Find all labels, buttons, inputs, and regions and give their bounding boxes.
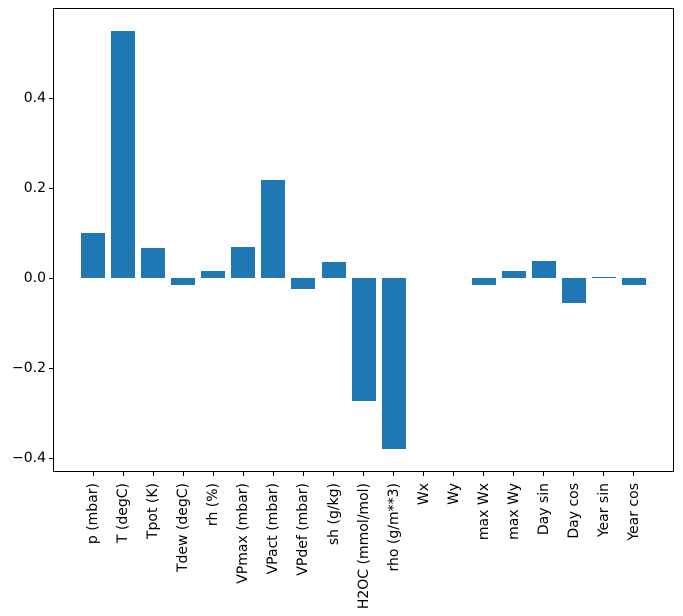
x-tick-mark	[363, 472, 364, 476]
y-tick-label: 0.2	[23, 180, 46, 196]
bar-h2oc-mmol-mol	[351, 278, 376, 402]
x-tick-mark	[573, 472, 575, 476]
y-tick-mark	[49, 457, 53, 459]
x-tick-label: Wx	[415, 479, 432, 614]
x-tick-label: T (degC)	[115, 479, 132, 614]
bar-max-wx	[471, 278, 496, 286]
x-tick-label: Wy	[445, 479, 462, 614]
bar-vpdef-mbar	[291, 278, 316, 289]
x-tick-mark	[603, 472, 605, 476]
x-tick-label-text: Day cos	[565, 483, 582, 539]
x-tick-mark	[543, 472, 545, 476]
bar-day-cos	[561, 278, 586, 303]
bar-rho-g-m-3	[381, 278, 406, 449]
y-tick-mark	[49, 277, 53, 279]
x-tick-label: VPdef (mbar)	[295, 479, 312, 614]
x-tick-label-text: VPdef (mbar)	[295, 483, 312, 576]
x-tick-label-text: rh (%)	[205, 483, 222, 527]
x-tick-mark	[453, 472, 455, 476]
x-tick-mark	[92, 472, 94, 476]
bar-vpmax-mbar	[231, 247, 256, 278]
x-tick-mark	[483, 472, 485, 476]
bar-max-wy	[501, 270, 526, 278]
x-tick-label-text: VPact (mbar)	[265, 483, 282, 575]
x-tick-label-text: Wx	[415, 483, 432, 506]
x-tick-label-text: Tpot (K)	[145, 483, 162, 540]
bar-rh	[201, 271, 226, 279]
x-tick-mark	[513, 472, 515, 476]
x-tick-label-text: T (degC)	[115, 483, 132, 544]
y-tick-mark	[49, 187, 53, 189]
y-tick-mark	[49, 367, 53, 369]
plot-area	[53, 8, 674, 472]
x-tick-label: Tpot (K)	[145, 479, 162, 614]
x-tick-mark	[423, 472, 425, 476]
bar-year-sin	[591, 276, 616, 279]
x-tick-label-text: Wy	[445, 483, 462, 505]
x-tick-label: VPact (mbar)	[265, 479, 282, 614]
bar-tpot-k	[141, 248, 166, 278]
x-tick-label: Day sin	[535, 479, 552, 614]
x-tick-mark	[182, 472, 184, 476]
x-tick-label: Day cos	[565, 479, 582, 614]
x-tick-mark	[302, 472, 304, 476]
y-tick-label: 0.0	[23, 270, 46, 286]
x-tick-mark	[122, 472, 124, 476]
bar-t-degc	[111, 31, 136, 278]
x-tick-label: VPmax (mbar)	[235, 479, 252, 614]
x-tick-mark	[212, 472, 214, 476]
y-tick-label: −0.4	[12, 450, 46, 466]
x-tick-label-text: max Wx	[475, 483, 492, 541]
x-tick-label: Tdew (degC)	[175, 479, 192, 614]
x-tick-mark	[272, 472, 274, 476]
x-tick-label-text: VPmax (mbar)	[235, 483, 252, 584]
bar-vpact-mbar	[261, 179, 286, 279]
x-tick-label: Year cos	[625, 479, 642, 614]
x-tick-label-text: H2OC (mmol/mol)	[355, 483, 372, 610]
x-tick-label: rh (%)	[205, 479, 222, 614]
x-tick-label: rho (g/m**3)	[385, 479, 402, 614]
x-tick-label-text: Year sin	[595, 483, 612, 538]
y-tick-label: −0.2	[12, 360, 46, 376]
x-tick-mark	[633, 472, 635, 476]
x-tick-label-text: Year cos	[625, 483, 642, 541]
x-tick-label-text: Day sin	[535, 483, 552, 536]
x-tick-label: sh (g/kg)	[325, 479, 342, 614]
x-tick-mark	[333, 472, 334, 476]
x-tick-mark	[242, 472, 244, 476]
bar-tdew-degc	[171, 278, 196, 286]
x-tick-label-text: p (mbar)	[85, 483, 102, 545]
x-tick-label: H2OC (mmol/mol)	[355, 479, 372, 614]
y-tick-label: 0.4	[23, 90, 46, 106]
bar-p-mbar	[81, 233, 106, 278]
bar-sh-g-kg	[321, 261, 346, 278]
x-tick-label: max Wx	[475, 479, 492, 614]
x-tick-label: max Wy	[505, 479, 522, 614]
bar-year-cos	[621, 278, 646, 286]
y-tick-mark	[49, 97, 53, 99]
x-tick-label-text: sh (g/kg)	[325, 483, 342, 546]
x-tick-mark	[393, 472, 394, 476]
x-tick-label-text: max Wy	[505, 483, 522, 540]
x-tick-mark	[152, 472, 154, 476]
x-tick-label: Year sin	[595, 479, 612, 614]
x-tick-label: p (mbar)	[85, 479, 102, 614]
bar-day-sin	[531, 261, 556, 279]
x-tick-label-text: Tdew (degC)	[175, 483, 192, 573]
x-tick-label-text: rho (g/m**3)	[385, 483, 402, 572]
